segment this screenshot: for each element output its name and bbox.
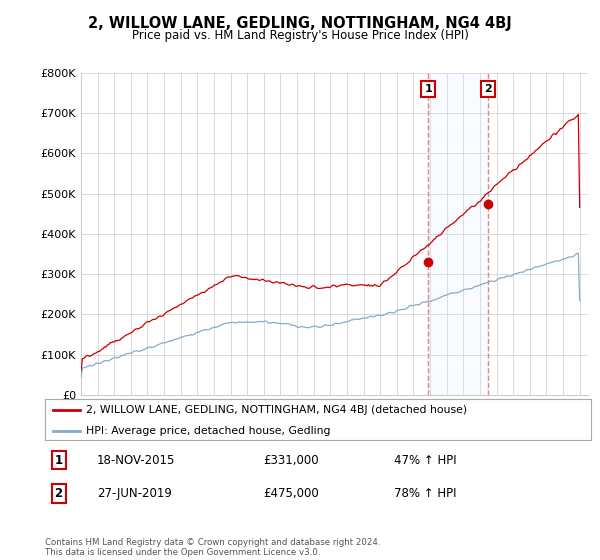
- Text: Contains HM Land Registry data © Crown copyright and database right 2024.
This d: Contains HM Land Registry data © Crown c…: [45, 538, 380, 557]
- Text: 2, WILLOW LANE, GEDLING, NOTTINGHAM, NG4 4BJ (detached house): 2, WILLOW LANE, GEDLING, NOTTINGHAM, NG4…: [86, 405, 467, 415]
- Text: 1: 1: [55, 454, 63, 466]
- Text: £331,000: £331,000: [263, 454, 319, 466]
- Text: 2: 2: [55, 487, 63, 500]
- Bar: [428, 73, 488, 395]
- Text: HPI: Average price, detached house, Gedling: HPI: Average price, detached house, Gedl…: [86, 426, 331, 436]
- Text: 2: 2: [484, 84, 492, 94]
- Text: 78% ↑ HPI: 78% ↑ HPI: [394, 487, 457, 500]
- Text: 1: 1: [424, 84, 432, 94]
- Text: Price paid vs. HM Land Registry's House Price Index (HPI): Price paid vs. HM Land Registry's House …: [131, 29, 469, 42]
- Text: 18-NOV-2015: 18-NOV-2015: [97, 454, 175, 466]
- Text: 27-JUN-2019: 27-JUN-2019: [97, 487, 172, 500]
- Text: 47% ↑ HPI: 47% ↑ HPI: [394, 454, 457, 466]
- Text: £475,000: £475,000: [263, 487, 319, 500]
- Text: 2, WILLOW LANE, GEDLING, NOTTINGHAM, NG4 4BJ: 2, WILLOW LANE, GEDLING, NOTTINGHAM, NG4…: [88, 16, 512, 31]
